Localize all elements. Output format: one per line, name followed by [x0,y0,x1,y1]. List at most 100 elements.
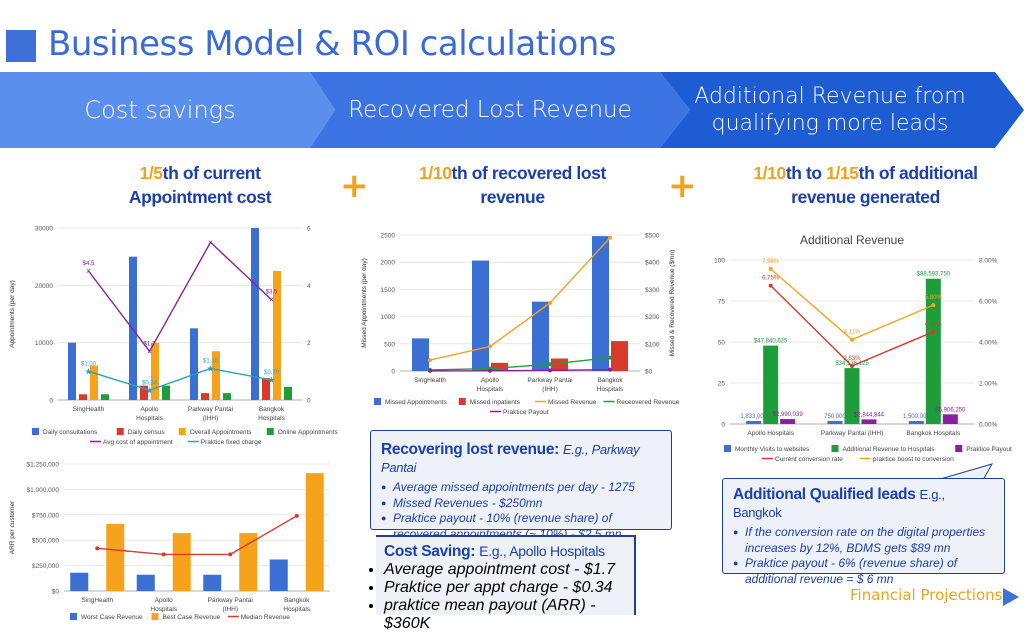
bar [412,338,429,371]
line-marker: ★ [84,366,92,376]
bar [203,574,222,591]
data-label: $4.5 [83,261,95,267]
line-marker: ★ [145,385,153,395]
y2-tick-label: 8.00% [979,258,998,265]
data-label: 6.75% [762,276,780,282]
x-tick-label: Hospitals [597,386,624,393]
line-point [768,267,773,272]
data-label: $2,844,844 [854,412,885,418]
line-point [608,235,612,240]
line-marker: × [147,346,152,356]
legend-label: Worst Case Revenue [81,614,143,621]
x-tick-label: Apollo [155,597,173,604]
legend-swatch [724,445,731,452]
y-tick-label: $250,000 [32,563,59,570]
data-label: $88,593,750 [917,272,951,278]
y2-tick-label: $100 [645,341,660,348]
line-point [161,552,166,557]
bar [472,260,489,371]
y2-tick-label: $0 [645,369,653,376]
legend-label: Daily consultations [43,429,98,436]
callout-cost-saving: Cost Saving: E.g., Apollo Hospitals Aver… [376,535,636,632]
bar [491,362,508,371]
next-arrow-icon[interactable] [1003,588,1019,606]
page-title: Business Model & ROI calculations [48,24,617,64]
series-line [87,241,272,353]
y2-tick-label: $300 [645,287,660,294]
series-line [429,369,611,372]
y-axis-label: ARR per customer [9,500,16,554]
financial-projections-link[interactable]: Financial Projections [850,586,1003,604]
y-tick-label: 0 [391,369,395,376]
y-tick-label: 25 [718,381,726,388]
data-label: $5,906,250 [935,407,966,413]
legend-label: Current conversion rate [775,456,843,463]
bar [942,414,958,424]
line-point [294,513,299,518]
y-tick-label: 500 [384,341,395,348]
bar [68,342,76,400]
line-point [608,367,612,372]
line-marker: × [208,237,213,247]
chart-appointment-cost: 0 10000 20000 30000 0 2 4 6 Appointments (per da… [9,226,338,447]
x-tick-label: Bangkok [284,597,310,604]
y-axis-label: Appointments (per day) [9,280,16,348]
y-tick-label: 2500 [381,233,396,240]
bar [172,533,191,591]
y2-tick-label: 2.00% [979,381,998,388]
bar [844,368,860,424]
line-point [228,552,233,557]
x-tick-label: Parkway Pantai (IHH) [821,430,884,437]
x-tick-label: Bangkok Hospitals [906,430,961,437]
bar [136,574,155,591]
series-line [770,285,934,367]
line-point [95,546,100,551]
line-marker: ★ [206,363,214,373]
x-tick-label: Parkway Pantai [208,597,253,604]
y-tick-label: 0 [49,398,53,405]
bar [780,419,796,424]
legend-label: Praktice Payout [966,446,1012,453]
y2-tick-label: 2 [307,340,311,347]
y-axis-label: Missed Appointments (per day) [361,258,368,348]
data-label: $3.5 [266,290,278,296]
legend-label: Praktice fixed charge [201,439,262,446]
x-tick-label: (IHH) [222,606,238,613]
band-step-2 [310,72,690,148]
callout-heading: Recovering lost revenue: E.g., Parkway P… [381,441,640,475]
line-point [931,303,936,308]
y2-tick-label: 4.00% [979,340,998,347]
y-tick-label: 100 [714,258,725,265]
x-tick-label: Bangkok [259,406,285,413]
data-label: 1,500,000 [903,414,930,420]
line-point [548,301,552,305]
bar [273,271,281,400]
bar [90,365,98,400]
chart-title: Additional Revenue [800,233,904,247]
legend-label: Praktice Payout [503,409,549,416]
x-tick-label: SingHealth [81,597,113,604]
bar [106,523,125,591]
callout-qualified-leads: Additional Qualified leads E.g., Bangkok… [722,478,1005,586]
line-point [850,337,854,342]
bar [284,386,292,400]
legend-swatch [374,398,381,405]
y-tick-label: 2000 [381,260,396,267]
y2-tick-label: 6 [307,226,311,233]
legend-label: Avg cost of appointment [103,439,173,446]
y-tick-label: 1500 [381,287,396,294]
x-tick-label: (IHH) [203,415,219,422]
x-tick-label: Apollo Hospitals [747,430,794,437]
legend-swatch [116,428,124,435]
x-tick-label: (IHH) [542,386,558,393]
x-tick-label: Apollo [140,406,158,413]
bar [746,421,762,424]
series-line [429,237,611,361]
legend-label: Missed Appointments [385,399,448,406]
x-tick-label: Hospitals [283,606,310,613]
x-tick-label: Parkway Pantai [188,406,233,413]
bar [212,351,220,400]
y2-tick-label: 0 [307,398,311,405]
data-label: $2,990,039 [773,412,804,418]
chart-missed-revenue: 0 500 1000 1500 2000 2500 $0 $100 $200 $300 $400 $5… [361,233,680,417]
